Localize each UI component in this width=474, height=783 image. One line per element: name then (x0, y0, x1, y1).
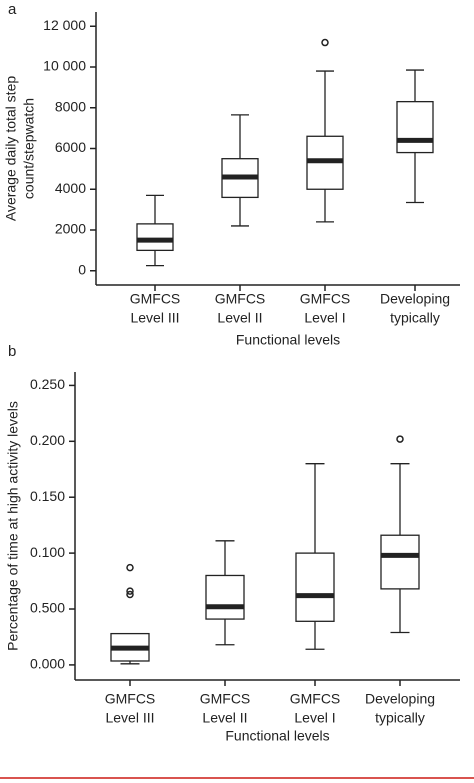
y-tick-label: 0.150 (30, 488, 65, 504)
x-axis-label: Functional levels (236, 332, 340, 348)
y-tick-label: 0.200 (30, 432, 65, 448)
panel-label: b (8, 343, 16, 360)
x-tick-label: GMFCS (105, 691, 156, 707)
y-tick-label: 0.000 (30, 656, 65, 672)
x-axis-label: Functional levels (225, 728, 329, 744)
y-tick-label: 8000 (55, 98, 86, 114)
y-tick-label: 12 000 (43, 17, 86, 33)
y-tick-label: 0 (78, 261, 86, 277)
box (205, 574, 245, 620)
x-tick-label: GMFCS (290, 691, 341, 707)
y-tick-label: 4000 (55, 180, 86, 196)
x-tick-label: Developing (380, 291, 450, 307)
y-tick-label: 0.500 (30, 600, 65, 616)
box (380, 534, 420, 590)
x-tick-label: typically (390, 310, 440, 326)
outlier (321, 38, 329, 47)
x-tick-label: Level II (202, 710, 247, 726)
y-tick-label: 0.100 (30, 544, 65, 560)
x-tick-label: GMFCS (200, 691, 251, 707)
y-tick-label: 10 000 (43, 58, 86, 74)
x-tick-label: GMFCS (215, 291, 266, 307)
y-axis-label: Percentage of time at high activity leve… (5, 401, 21, 651)
x-tick-label: Developing (365, 691, 435, 707)
x-tick-label: GMFCS (300, 291, 351, 307)
x-tick-label: Level III (130, 310, 179, 326)
x-tick-label: typically (375, 710, 425, 726)
x-tick-label: Level I (294, 710, 335, 726)
y-tick-label: 6000 (55, 139, 86, 155)
box (396, 100, 434, 154)
y-axis-label: Average daily total step (3, 76, 19, 221)
panel-label: a (8, 1, 17, 18)
box (136, 223, 174, 252)
outlier (396, 435, 404, 443)
x-tick-label: Level I (304, 310, 345, 326)
x-tick-label: GMFCS (130, 291, 181, 307)
box (295, 552, 335, 622)
y-tick-label: 0.250 (30, 376, 65, 392)
y-tick-label: 2000 (55, 221, 86, 237)
outlier (126, 590, 134, 599)
y-axis-label: count/stepwatch (21, 98, 37, 199)
x-tick-label: Level II (217, 310, 262, 326)
outlier (126, 563, 134, 572)
outlier (126, 587, 134, 595)
x-tick-label: Level III (105, 710, 154, 726)
